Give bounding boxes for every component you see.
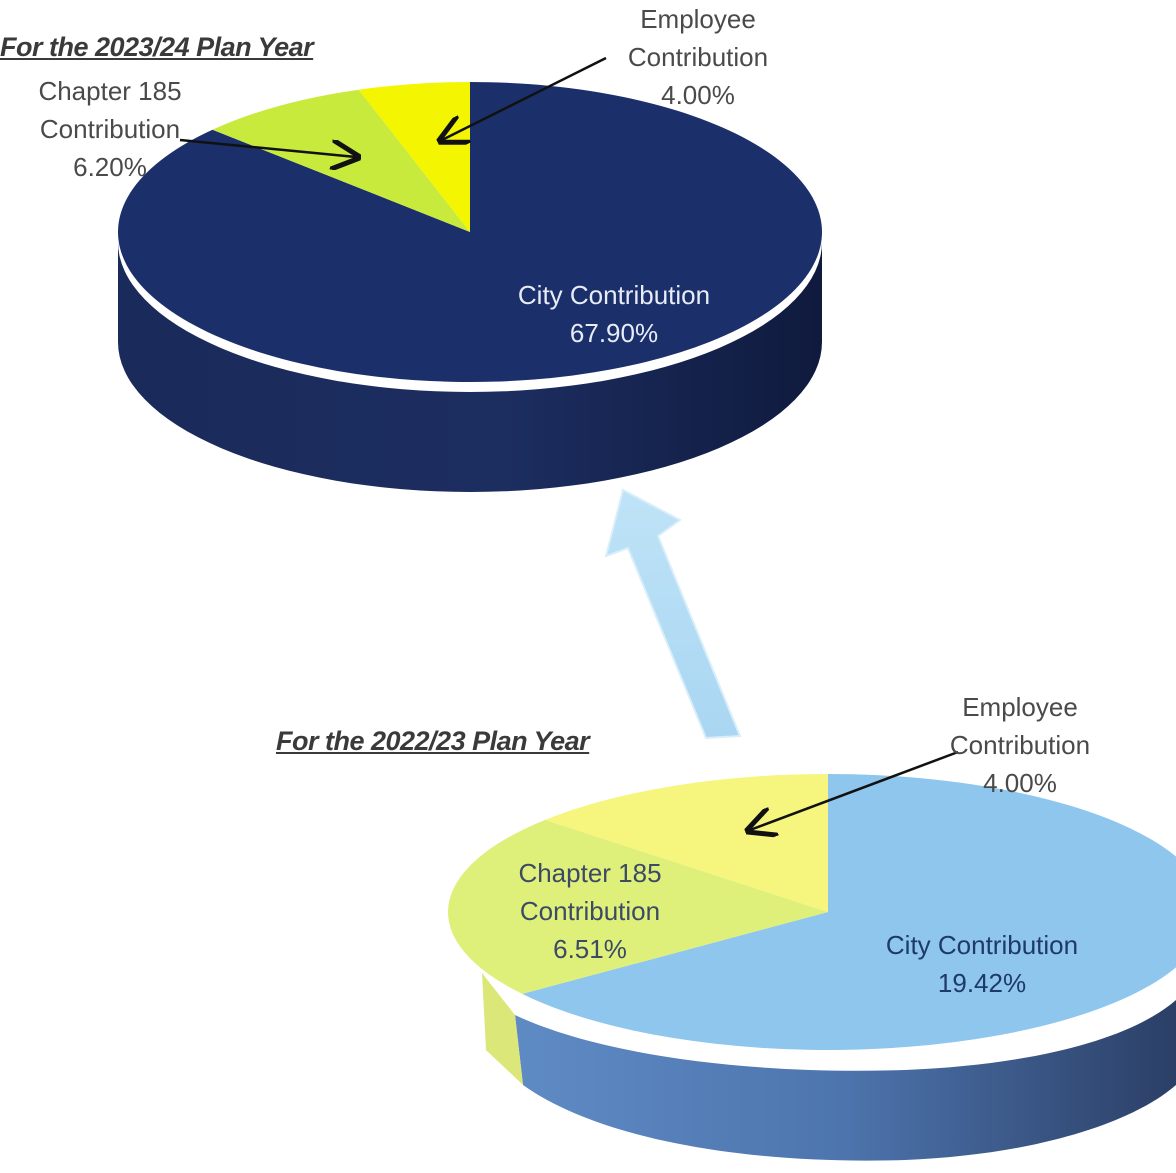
plan-title-2023-24: For the 2023/24 Plan Year <box>0 32 314 62</box>
data-label-2023-24-chapter185: Chapter 185 Contribution 6.20% <box>38 76 182 182</box>
data-label-2023-24-city: City Contribution 67.90% <box>517 280 711 348</box>
transition-arrow <box>604 488 742 740</box>
pie-2022-23-side-city <box>515 1000 1176 1161</box>
data-label-2022-23-city: City Contribution 19.42% <box>885 930 1079 998</box>
pie-2022-23-side-chapter185 <box>482 973 523 1085</box>
data-label-2023-24-employee: Employee Contribution 4.00% <box>627 4 769 110</box>
data-label-2022-23-employee: Employee Contribution 4.00% <box>949 692 1091 798</box>
pie-2023-24-slice-city-contribution <box>117 82 822 382</box>
pie-2023-24-side <box>118 242 822 492</box>
leader-line-top-employee <box>442 56 607 140</box>
leader-line-bot-employee <box>750 750 959 830</box>
pie-2022-23 <box>447 774 1176 1161</box>
plan-title-2022-23: For the 2022/23 Plan Year <box>276 726 590 756</box>
pie-2022-23-slice-city-contribution <box>522 774 1176 1050</box>
data-label-2022-23-chapter185: Chapter 185 Contribution 6.51% <box>518 858 662 964</box>
leader-line-top-chapter185 <box>179 138 356 157</box>
pie-2022-23-slice-chapter-185-contribution <box>447 819 828 994</box>
